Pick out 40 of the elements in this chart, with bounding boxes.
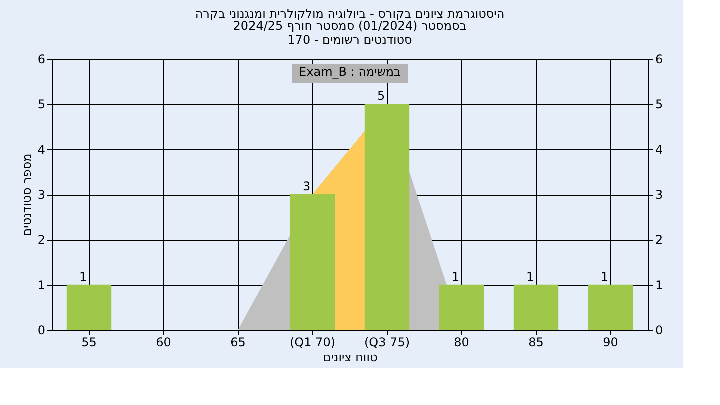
data-label: 3 bbox=[302, 180, 311, 194]
x-tick-label: 90 bbox=[603, 336, 618, 350]
data-label: 1 bbox=[526, 270, 534, 284]
bar bbox=[514, 284, 559, 330]
x-tick-label: 85 bbox=[528, 336, 544, 350]
data-label: 1 bbox=[600, 270, 609, 284]
annotation: Exam_B : במשימה bbox=[299, 65, 402, 79]
bar bbox=[66, 284, 112, 330]
data-label: 1 bbox=[79, 270, 88, 284]
data-label: 5 bbox=[377, 89, 386, 104]
text: סטודנטים רשומים - 170 bbox=[288, 33, 412, 47]
y-tick-label: 4 bbox=[38, 142, 46, 157]
text: בסמסטר (01/2024) סמסטר חורף 2024/25 bbox=[233, 19, 467, 33]
y2-tick-label: 6 bbox=[656, 52, 664, 66]
y-tick-label: 5 bbox=[38, 98, 46, 112]
x-tick-label: (Q1 70) bbox=[290, 336, 336, 350]
y2-tick-label: 5 bbox=[656, 98, 664, 112]
x-axis-title: טווח ציונים bbox=[323, 350, 378, 364]
bar bbox=[439, 284, 484, 330]
y-axis-title: מספר סטודנטים bbox=[20, 154, 34, 236]
data-label: 1 bbox=[452, 270, 460, 284]
y2-tick-label: 3 bbox=[656, 188, 664, 202]
x-tick-label: 65 bbox=[230, 336, 246, 350]
y2-tick-label: 1 bbox=[656, 278, 664, 292]
bar bbox=[290, 194, 336, 330]
y-tick-label: 2 bbox=[38, 233, 46, 248]
y-tick-label: 3 bbox=[38, 188, 46, 202]
y2-tick-label: 2 bbox=[656, 233, 664, 248]
y-tick-label: 0 bbox=[38, 324, 46, 338]
chart-title: היסטוגרמת ציונים בקורס - ביולוגיה מולקולרית ומנגנוני בקרה bbox=[195, 7, 505, 21]
y2-tick-label: 0 bbox=[656, 324, 664, 338]
x-tick-label: 55 bbox=[82, 336, 97, 350]
y-tick-label: 6 bbox=[38, 52, 46, 66]
bar bbox=[588, 284, 634, 330]
x-tick-label: 80 bbox=[454, 336, 470, 350]
y2-tick-label: 4 bbox=[656, 142, 664, 157]
x-tick-label: 60 bbox=[156, 336, 172, 350]
bar bbox=[364, 104, 410, 330]
y-tick-label: 1 bbox=[38, 278, 46, 292]
x-tick-label: (Q3 75) bbox=[364, 336, 410, 350]
